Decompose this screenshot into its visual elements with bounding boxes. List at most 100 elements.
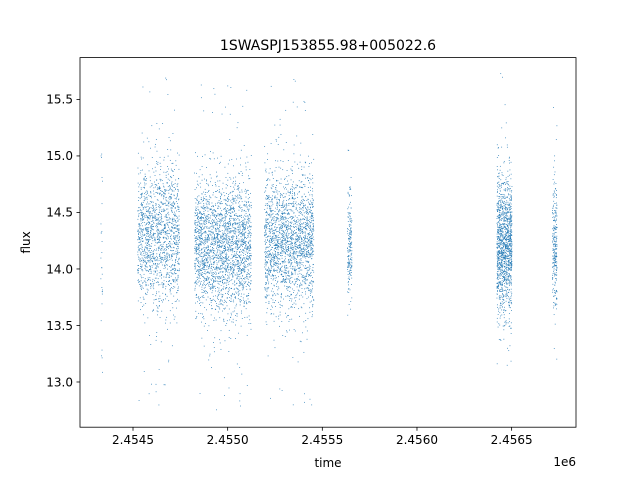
data-point [195, 297, 197, 298]
data-point [227, 293, 229, 295]
data-point [238, 269, 239, 271]
data-point [296, 135, 298, 137]
data-point [162, 232, 164, 234]
data-point [143, 195, 145, 197]
data-point [246, 278, 248, 279]
data-point [225, 278, 227, 280]
data-point [264, 226, 266, 228]
data-point [220, 215, 222, 217]
data-point [158, 263, 160, 265]
data-point [268, 268, 270, 269]
data-point [282, 280, 284, 282]
data-point [213, 215, 215, 216]
data-point [169, 237, 171, 239]
data-point [247, 198, 249, 200]
data-point [141, 215, 143, 216]
data-point [239, 251, 241, 253]
data-point [223, 252, 225, 254]
data-point [157, 234, 159, 236]
data-point [159, 207, 161, 209]
data-point [227, 265, 229, 267]
data-point [229, 209, 231, 211]
data-point [232, 249, 233, 251]
data-point [236, 158, 237, 160]
data-point [300, 226, 301, 227]
data-point [240, 271, 242, 273]
data-point [307, 219, 309, 221]
data-point [300, 224, 302, 225]
data-point [202, 256, 204, 258]
data-point [155, 263, 157, 264]
data-point [210, 243, 211, 245]
data-point [141, 241, 143, 242]
data-point [194, 234, 195, 236]
data-point [176, 231, 178, 232]
data-point [207, 235, 209, 237]
data-point [204, 206, 206, 208]
data-point [217, 255, 219, 256]
data-point [176, 236, 178, 238]
data-point [239, 270, 241, 272]
data-point [200, 305, 201, 307]
data-point [155, 184, 157, 185]
data-point [167, 200, 169, 202]
data-point [142, 213, 144, 215]
data-point [209, 250, 211, 252]
data-point [145, 269, 147, 271]
data-point [211, 367, 212, 368]
data-point [197, 248, 199, 250]
data-point [199, 222, 201, 224]
data-point [250, 222, 252, 223]
data-point [216, 255, 217, 256]
data-point [176, 255, 178, 257]
data-point [293, 255, 295, 257]
data-point [209, 267, 211, 269]
data-point [309, 194, 311, 196]
data-point [270, 210, 272, 212]
data-point [267, 223, 269, 225]
data-point [279, 255, 281, 256]
data-point [194, 247, 196, 249]
data-point [233, 261, 235, 263]
data-point [236, 240, 238, 242]
data-point [204, 250, 205, 251]
data-point [232, 199, 234, 200]
data-point [201, 200, 203, 202]
data-point [207, 249, 209, 251]
data-point [295, 295, 297, 297]
data-point [222, 259, 224, 261]
data-point [178, 240, 180, 242]
data-point [277, 245, 279, 247]
data-point [200, 228, 202, 229]
data-point [163, 299, 164, 301]
data-point [197, 183, 198, 185]
data-point [244, 214, 246, 216]
data-point [197, 223, 199, 225]
data-point [267, 278, 269, 280]
data-point [160, 237, 161, 239]
data-point [177, 251, 179, 253]
data-point [243, 281, 245, 283]
data-point [229, 245, 231, 247]
data-point [155, 217, 157, 219]
data-point [234, 214, 236, 216]
data-point [219, 308, 221, 310]
data-point [169, 274, 170, 276]
data-point [147, 317, 149, 319]
data-point [206, 216, 208, 218]
data-point [176, 241, 178, 243]
data-point [164, 224, 165, 225]
data-point [264, 205, 266, 206]
data-point [282, 201, 284, 203]
data-point [176, 235, 178, 237]
data-point [173, 279, 174, 281]
data-point [311, 235, 312, 237]
data-point [221, 259, 222, 261]
data-point [152, 284, 154, 286]
data-point [214, 240, 216, 242]
data-point [202, 242, 204, 244]
data-point [142, 306, 143, 307]
data-point [309, 211, 311, 213]
data-point [274, 347, 276, 349]
data-point [213, 347, 215, 348]
